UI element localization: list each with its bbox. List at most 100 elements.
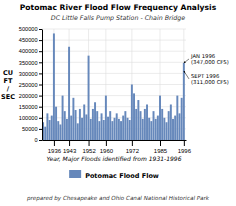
bar [148, 118, 150, 140]
bar [94, 102, 96, 140]
x-tick: 1936 [48, 140, 62, 154]
y-axis: 0500001000001500002000002500003000003500… [19, 26, 43, 143]
x-tick: 1943 [63, 140, 77, 154]
bar [64, 111, 66, 140]
y-tick: 500000 [19, 26, 42, 32]
y-tick-mark [39, 62, 42, 63]
bar [183, 63, 185, 140]
grid-line-x [88, 29, 89, 140]
annotation-arrow [184, 59, 189, 63]
y-tick-mark [39, 118, 42, 119]
x-tick-mark [106, 140, 107, 146]
bar [77, 123, 79, 140]
x-tick-label: 1952 [82, 148, 96, 154]
bar [88, 56, 90, 140]
grid-line-x [105, 29, 106, 140]
x-tick-label: 1936 [48, 148, 62, 154]
y-tick-label: 150000 [19, 104, 38, 110]
bar [72, 98, 74, 140]
x-tick-mark [160, 140, 161, 146]
bar [57, 121, 59, 140]
bar [168, 111, 170, 140]
y-tick: 250000 [19, 82, 42, 88]
bar [170, 104, 172, 140]
legend: Potomac Flood Flow [69, 170, 159, 180]
y-tick: 350000 [19, 60, 42, 66]
bar [176, 96, 178, 140]
x-tick-mark [184, 140, 185, 146]
grid-line-y [42, 40, 186, 41]
y-tick: 50000 [22, 126, 42, 132]
bar [142, 119, 144, 140]
bar [166, 122, 168, 140]
y-tick-label: 400000 [19, 48, 38, 54]
bar [85, 114, 87, 140]
bar [131, 85, 133, 141]
footer: prepared by Chesapeake and Ohio Canal Na… [26, 195, 210, 202]
bar [135, 109, 137, 140]
y-tick-mark [39, 85, 42, 86]
x-tick: 1972 [126, 140, 140, 154]
y-tick: 450000 [19, 37, 42, 43]
bar [153, 111, 155, 140]
bar [172, 119, 174, 140]
chart: Potomac River Flood Flow Frequency Analy… [0, 0, 236, 206]
bar [92, 109, 94, 140]
bar [146, 104, 148, 140]
y-axis-label-line: FT [4, 77, 13, 85]
title: Potomac River Flood Flow Frequency Analy… [20, 3, 217, 12]
annotation-line: SEPT 1996 [191, 73, 220, 79]
grid-line-y [42, 73, 186, 74]
bar [81, 118, 83, 140]
bar [137, 100, 139, 140]
annotation: SEPT 1996(311,000 CFS) [191, 73, 229, 85]
x-tick-label: 1972 [126, 148, 140, 154]
annotation: JAN 1996(347,000 CFS) [190, 53, 229, 65]
x-axis-line [43, 140, 187, 141]
subtitle: DC Little Falls Pump Station - Chain Bri… [51, 14, 186, 22]
bar [140, 111, 142, 140]
y-axis-label-line: SEC [1, 93, 15, 101]
legend-label: Potomac Flood Flow [85, 172, 159, 180]
y-tick-label: 300000 [19, 71, 38, 77]
legend-swatch [69, 170, 81, 178]
y-tick-mark [39, 29, 42, 30]
bar [109, 111, 111, 140]
grid-line-x [183, 29, 184, 140]
bar [116, 113, 118, 140]
x-tick-label: 1985 [154, 148, 168, 154]
bar [103, 120, 105, 140]
bar [127, 118, 129, 140]
bar [120, 121, 122, 140]
bar [44, 127, 46, 140]
bar [53, 33, 55, 140]
y-tick: 0 [34, 137, 42, 143]
annotation-arrow [184, 71, 189, 79]
x-tick: 1960 [100, 140, 114, 154]
bar [133, 93, 135, 140]
grid-line-y [42, 62, 186, 63]
y-tick-mark [39, 140, 42, 141]
bar [101, 113, 103, 140]
x-axis-label: Year, Major Floods identified from 1931-… [47, 155, 182, 163]
x-tick-mark [54, 140, 55, 146]
grid-line-x [53, 29, 54, 140]
x-axis: 19361943 1952 1960 1972 1985 1996 [43, 140, 192, 154]
annotation-line: (347,000 CFS) [191, 59, 229, 65]
grid-line-x [131, 29, 132, 140]
grid-line-x [160, 29, 161, 140]
bar [181, 98, 183, 140]
y-tick-mark [39, 96, 42, 97]
bar [150, 121, 152, 140]
x-tick-mark [69, 140, 70, 146]
bar [122, 116, 124, 140]
chart-container: Potomac River Flood Flow Frequency Analy… [0, 0, 236, 206]
x-tick-label: 1996 [178, 148, 192, 154]
y-tick-label: 450000 [19, 37, 38, 43]
bar [66, 119, 68, 140]
bar [59, 124, 61, 140]
grid-line-y [42, 84, 186, 85]
bar [68, 47, 70, 140]
x-tick: 1985 [154, 140, 168, 154]
bar [49, 120, 51, 140]
